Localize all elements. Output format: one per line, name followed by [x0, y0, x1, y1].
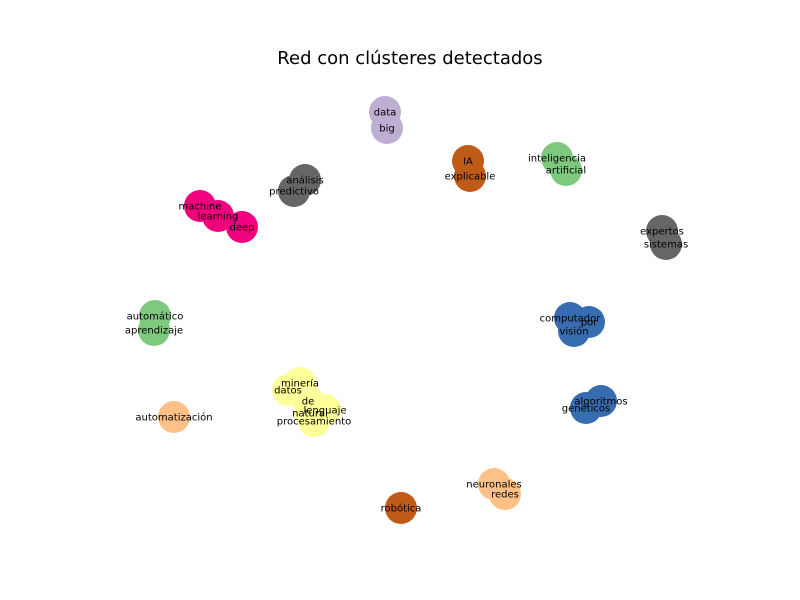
node-label-expertos: expertos [640, 227, 684, 238]
node-label-deep: deep [230, 223, 255, 234]
node-label-de: de [302, 397, 315, 408]
node-layer [138, 96, 682, 524]
node-deep [226, 211, 258, 243]
node-label-predictivo: predictivo [269, 187, 319, 198]
node-label-artificial: artificial [546, 166, 586, 177]
node-label-neuronales: neuronales [466, 480, 521, 491]
node-robótica [385, 492, 417, 524]
diagram-title: Red con clústeres detectados [277, 48, 542, 69]
node-label-natural: natural [292, 409, 328, 420]
node-label-minería: minería [281, 378, 319, 390]
node-learning [202, 200, 234, 232]
node-label-lenguaje: lenguaje [303, 406, 346, 417]
node-label-automático: automático [127, 311, 184, 323]
node-redes [489, 478, 521, 510]
node-aprendizaje [138, 314, 170, 346]
node-label-automatización: automatización [135, 412, 212, 424]
node-big [371, 112, 403, 144]
node-visión [558, 315, 590, 347]
node-label-análisis: análisis [286, 175, 323, 187]
node-label-procesamiento: procesamiento [277, 417, 351, 428]
node-label-big: big [379, 124, 394, 135]
node-label-machine: machine [179, 202, 222, 213]
node-sistemas [650, 228, 682, 260]
node-label-por: por [581, 318, 598, 329]
node-explicable [454, 160, 486, 192]
node-label-genéticos: genéticos [562, 403, 611, 415]
node-label-robótica: robótica [381, 503, 422, 515]
node-automatización [158, 401, 190, 433]
node-label-computador: computador [540, 314, 602, 325]
node-genéticos [570, 392, 602, 424]
node-label-datos: datos [274, 386, 302, 397]
node-label-IA: IA [463, 157, 473, 168]
node-artificial [550, 154, 582, 186]
label-layer: data big IA explicable inteligenciaartificia… [125, 108, 688, 515]
node-label-algoritmos: algoritmos [574, 397, 627, 408]
node-predictivo [278, 175, 310, 207]
node-label-redes: redes [491, 490, 519, 501]
node-label-sistemas: sistemas [644, 240, 688, 251]
node-label-explicable: explicable [445, 172, 496, 183]
node-label-data: data [374, 108, 397, 119]
node-label-learning: learning [198, 212, 239, 223]
node-procesamiento [298, 405, 330, 437]
node-label-inteligencia: inteligencia [528, 154, 586, 165]
node-label-aprendizaje: aprendizaje [125, 326, 183, 337]
node-label-visión: visión [559, 326, 588, 338]
